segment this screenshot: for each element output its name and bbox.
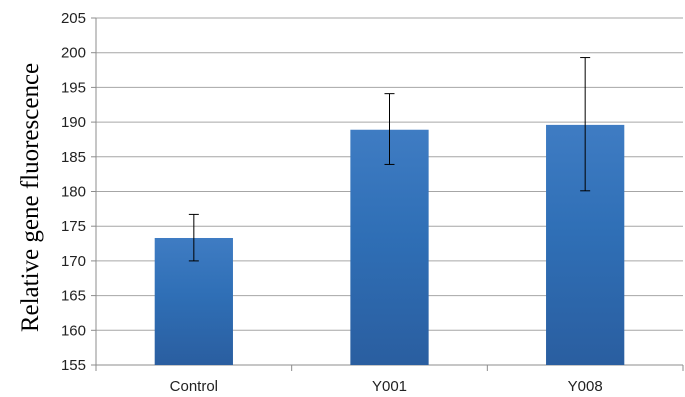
x-tick-label: Y008 (568, 378, 603, 395)
y-tick-labels: 155 160 165 170 175 180 185 190 195 200 205 (61, 10, 86, 374)
x-tick-label: Control (170, 378, 218, 395)
x-tick-label: Y001 (372, 378, 407, 395)
x-tick-labels: Control Y001 Y008 (170, 378, 603, 395)
y-tick-label: 190 (61, 114, 86, 131)
y-tick-label: 165 (61, 288, 86, 305)
y-tick-label: 180 (61, 184, 86, 201)
y-tick-label: 155 (61, 357, 86, 374)
bar-y001 (350, 129, 429, 365)
bars (154, 124, 625, 365)
y-tick-label: 170 (61, 253, 86, 270)
y-tick-label: 195 (61, 79, 86, 96)
error-bars (188, 57, 591, 262)
y-tick-label: 200 (61, 45, 86, 62)
y-tick-label: 160 (61, 322, 86, 339)
y-tick-label: 205 (61, 10, 86, 27)
y-axis-label: Relative gene fluorescence (17, 63, 44, 332)
y-tick-label: 175 (61, 218, 86, 235)
y-tick-label: 185 (61, 149, 86, 166)
